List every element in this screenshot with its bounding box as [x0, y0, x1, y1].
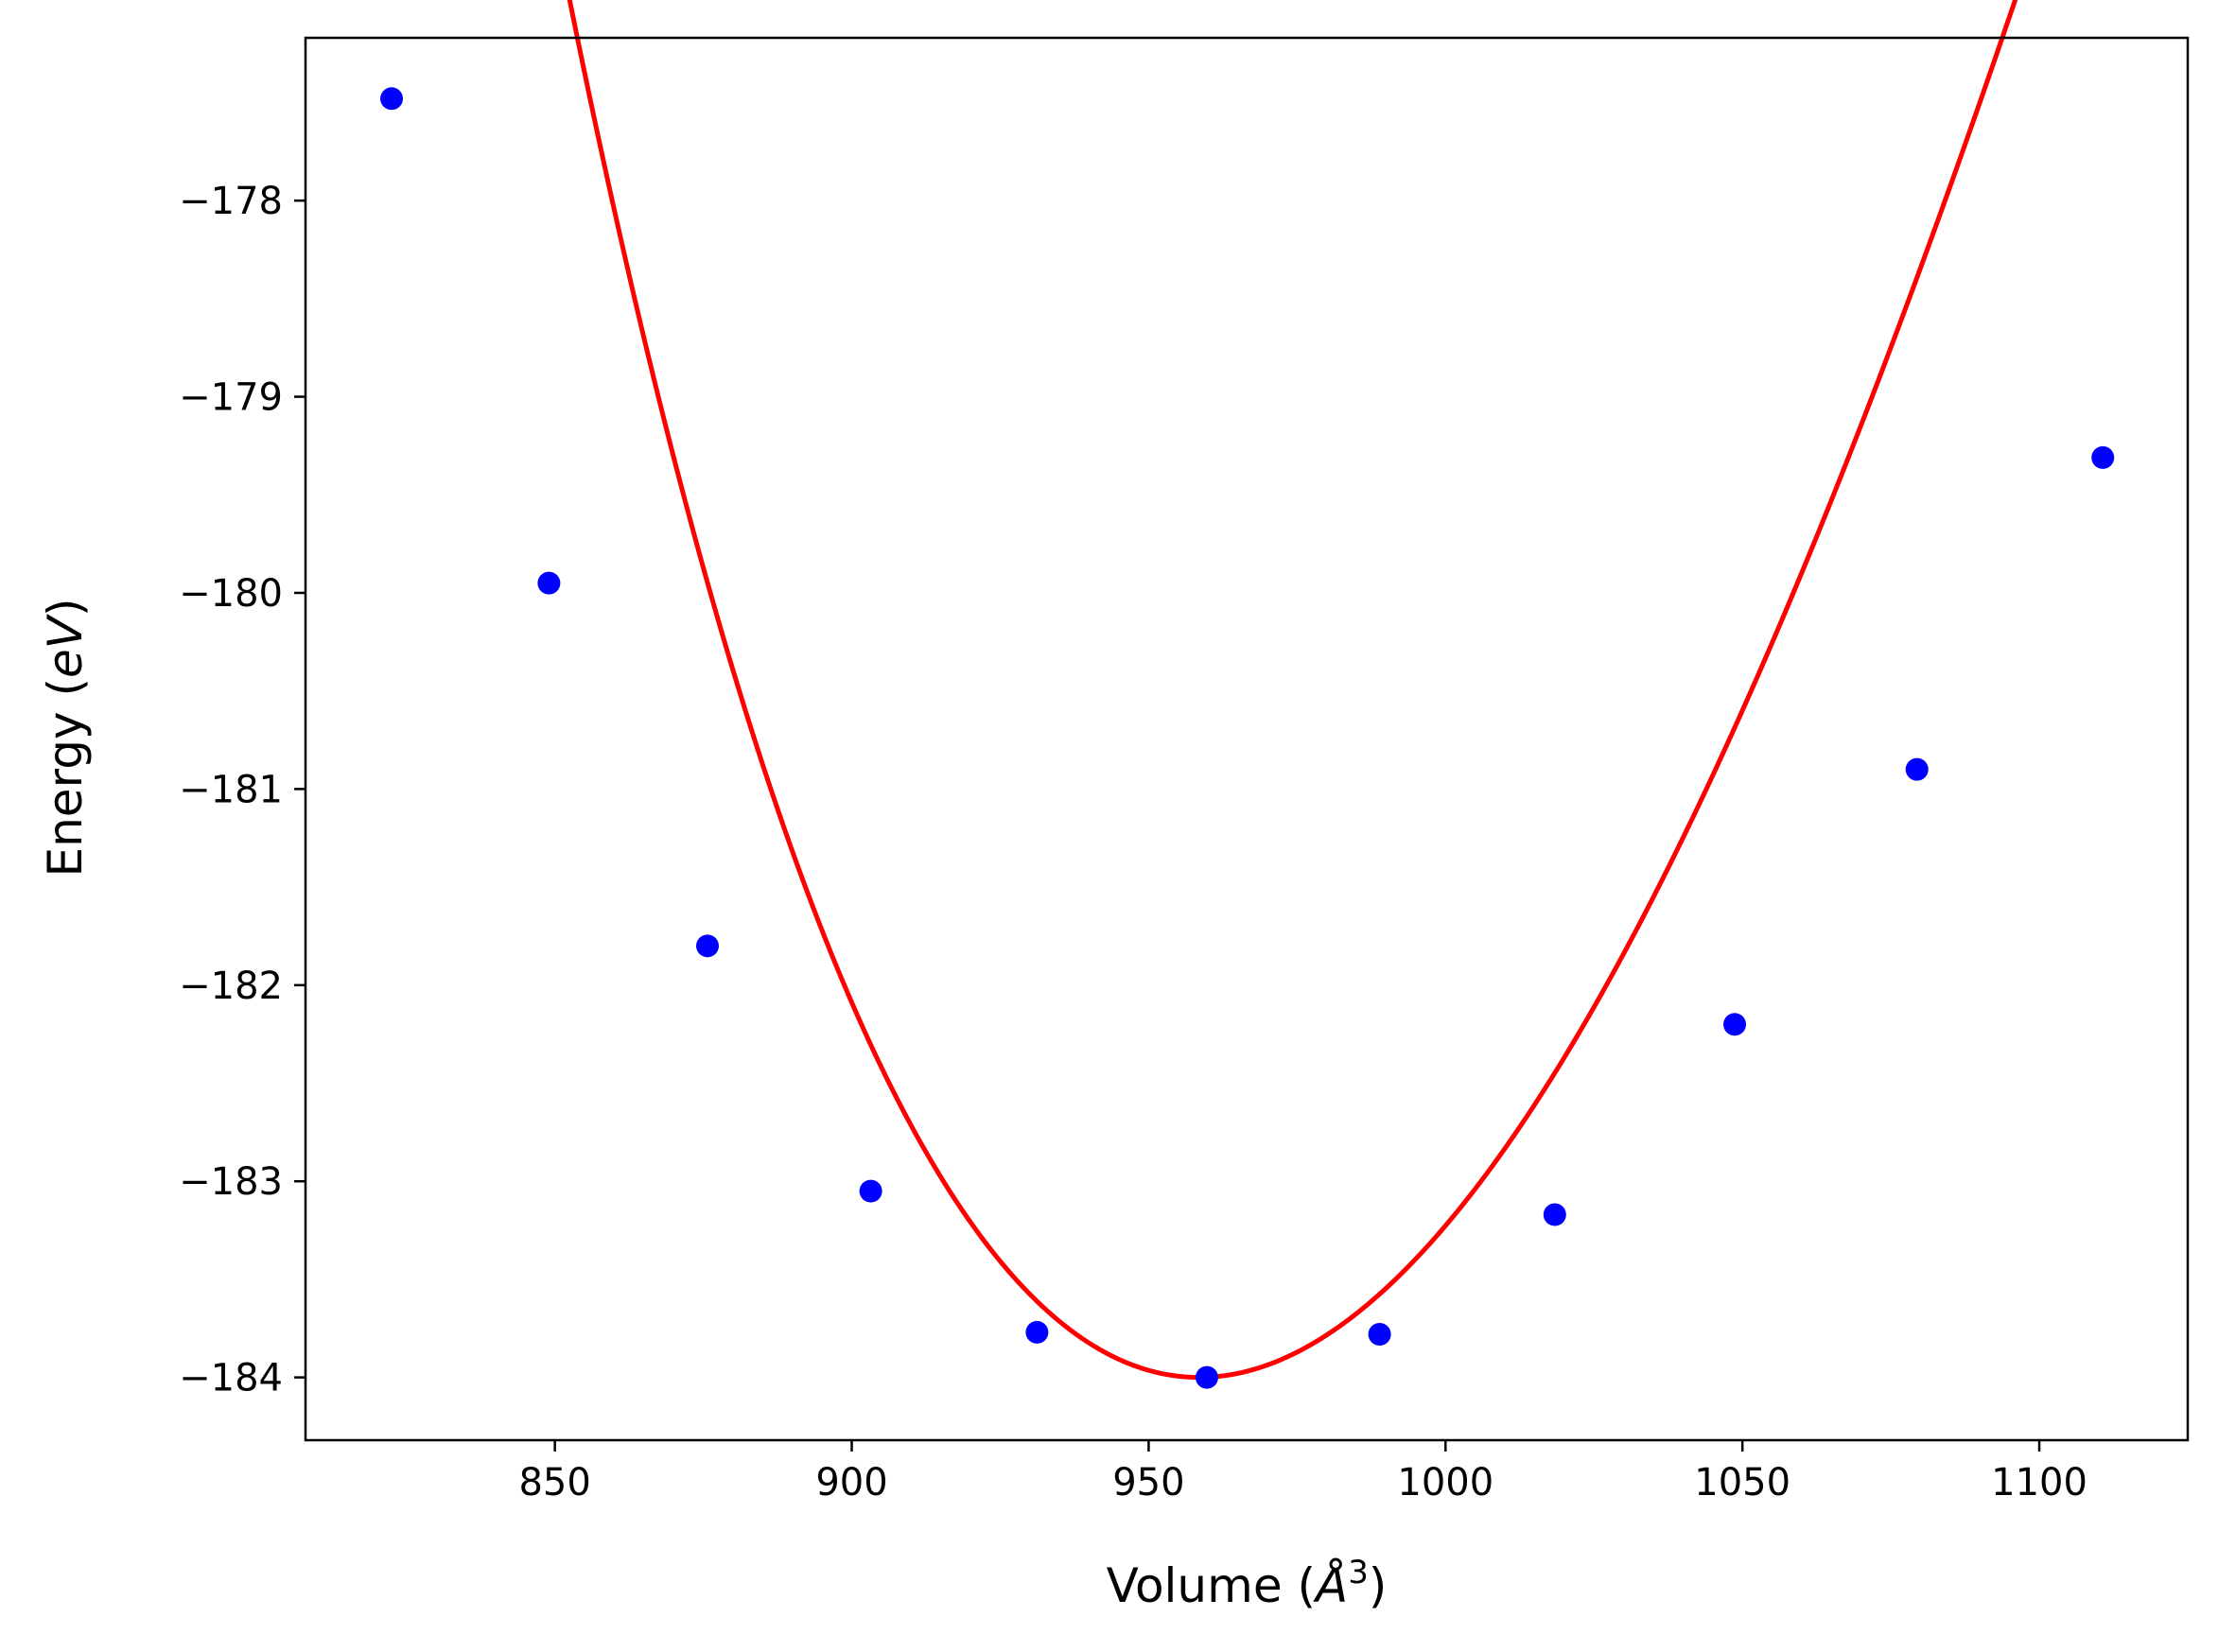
y-axis-label: Energy (eV)	[38, 599, 93, 878]
y-tick-label: −178	[179, 180, 283, 223]
data-point	[380, 87, 404, 111]
x-tick-label: 1100	[1991, 1461, 2087, 1504]
data-point	[1723, 1013, 1747, 1036]
y-tick-label: −181	[179, 768, 283, 811]
x-axis-ticks: 850 900 950 1000 1050 1100	[518, 1440, 2087, 1504]
y-tick-label: −183	[179, 1160, 283, 1204]
x-tick-label: 900	[815, 1461, 887, 1504]
y-tick-label: −180	[179, 572, 283, 616]
data-point	[1905, 757, 1929, 781]
x-tick-label: 1050	[1694, 1461, 1790, 1504]
x-tick-label: 850	[518, 1461, 590, 1504]
data-point	[1543, 1203, 1566, 1226]
data-point	[2091, 445, 2115, 469]
x-tick-label: 950	[1112, 1461, 1184, 1504]
plot-frame	[304, 36, 2190, 1442]
fit-curve-line	[567, 0, 2018, 1381]
data-point	[537, 571, 561, 595]
data-point	[695, 934, 719, 958]
x-tick-label: 1000	[1397, 1461, 1493, 1504]
data-point	[1025, 1320, 1049, 1344]
y-tick-label: −184	[179, 1357, 283, 1400]
y-axis-ticks: −178 −179 −180 −181 −182 −183 −184	[179, 180, 306, 1400]
data-point	[859, 1179, 882, 1203]
data-point-markers	[380, 87, 2115, 1389]
data-point	[1195, 1365, 1218, 1389]
data-point	[1368, 1322, 1391, 1346]
y-tick-label: −182	[179, 965, 283, 1008]
y-tick-label: −179	[179, 376, 283, 420]
x-axis-label: Volume (Å3)	[1107, 1554, 1388, 1613]
